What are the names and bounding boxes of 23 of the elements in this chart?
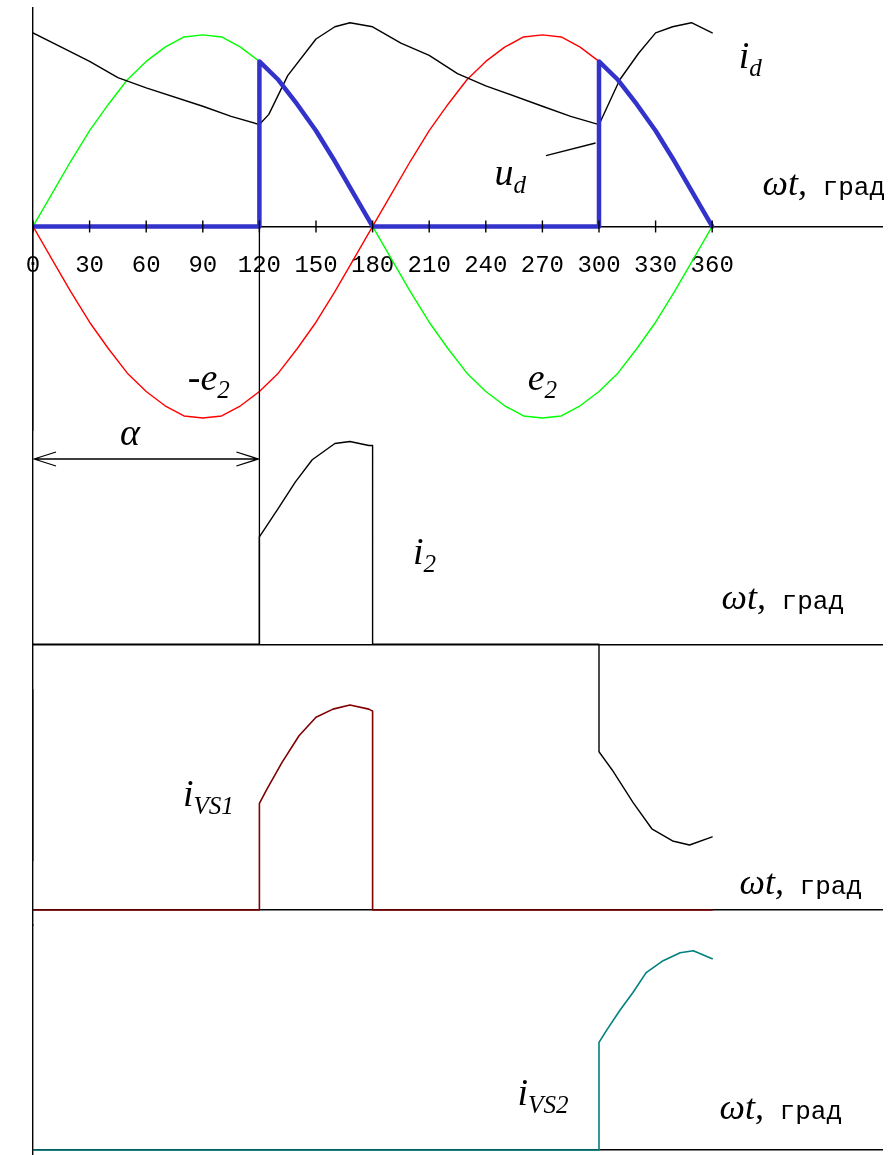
x-tick-label: 330: [633, 252, 678, 280]
series-label: i$_{VS1}$: [182, 772, 234, 819]
x-tick-label: 300: [577, 252, 621, 280]
series-label: i$_{2}$: [413, 530, 437, 577]
x-axis-title: ωt, град: [739, 862, 862, 902]
x-tick-label: 270: [520, 252, 565, 280]
annotation: u$_{d}$: [494, 150, 527, 198]
x-tick-label: 360: [690, 252, 734, 280]
annotation: α: [120, 411, 140, 453]
x-tick-label: 240: [464, 252, 508, 280]
x-tick-label: 150: [294, 252, 338, 280]
x-tick-label: 180: [350, 252, 395, 280]
series-label: i$_{d}$: [738, 33, 762, 81]
x-tick-label: 30: [75, 252, 105, 280]
x-tick-label: 210: [407, 252, 451, 280]
x-axis-title: ωt, град: [721, 577, 844, 618]
x-tick-label: 60: [131, 252, 161, 280]
series-label: e$_{2}$: [527, 356, 558, 403]
x-axis-title: ωt, град: [719, 1087, 842, 1127]
x-tick-label: 90: [188, 252, 218, 280]
series-label: i$_{VS2}$: [517, 1071, 569, 1118]
series-label: -e$_{2}$: [187, 356, 230, 403]
x-axis-title: ωt, град: [762, 163, 885, 204]
